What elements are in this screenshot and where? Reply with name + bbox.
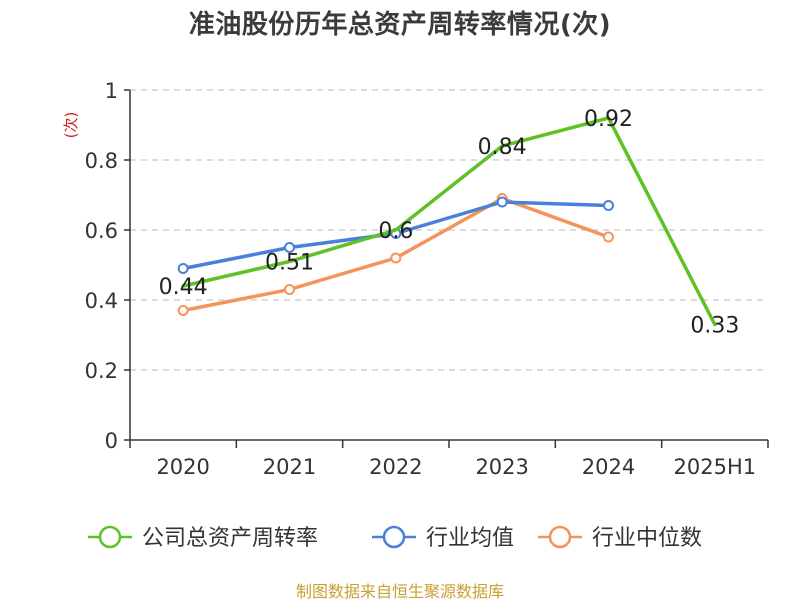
data-label: 0.44 bbox=[159, 275, 208, 300]
series-point bbox=[496, 196, 508, 208]
series-lines bbox=[177, 116, 717, 327]
x-tick-label: 2021 bbox=[263, 455, 316, 479]
y-axis-label: (次) bbox=[62, 112, 80, 139]
data-label: 0.84 bbox=[478, 135, 527, 160]
data-label: 0.92 bbox=[584, 107, 633, 132]
legend-label: 行业均值 bbox=[426, 526, 514, 551]
x-tick-label: 2025H1 bbox=[674, 455, 757, 479]
legend-item: 公司总资产周转率 bbox=[88, 525, 318, 551]
legend-marker bbox=[382, 525, 406, 549]
x-tick-label: 2024 bbox=[582, 455, 635, 479]
legend-label: 行业中位数 bbox=[592, 526, 702, 551]
axes: 0 0.2 0.4 0.6 0.8 1 2020 2021 2022 2023 2024 2025H1… bbox=[62, 79, 769, 479]
source-note: 制图数据来自恒生聚源数据库 bbox=[295, 582, 504, 601]
series-point bbox=[177, 305, 189, 316]
legend-item: 行业中位数 bbox=[538, 525, 702, 551]
y-tick-label: 0.6 bbox=[85, 219, 118, 243]
series-point bbox=[284, 284, 295, 295]
x-tick-label: 2023 bbox=[475, 455, 528, 479]
data-label: 0.33 bbox=[690, 314, 739, 339]
y-tick-label: 0.8 bbox=[85, 149, 118, 173]
y-tick-label: 0.4 bbox=[85, 289, 118, 313]
x-tick-label: 2022 bbox=[369, 455, 422, 479]
chart-title: 准油股份历年总资产周转率情况(次) bbox=[188, 10, 612, 40]
series-point bbox=[390, 252, 402, 264]
data-labels: 0.44 0.51 0.6 0.84 0.92 0.33 bbox=[159, 107, 740, 339]
series-point bbox=[284, 242, 295, 253]
y-tick-label: 0 bbox=[105, 429, 118, 453]
series-point bbox=[603, 200, 614, 211]
legend-label: 公司总资产周转率 bbox=[142, 526, 318, 551]
legend: 公司总资产周转率 行业均值 行业中位数 bbox=[88, 525, 702, 551]
series-line bbox=[181, 116, 717, 327]
y-tick-label: 1 bbox=[105, 79, 118, 103]
legend-marker bbox=[548, 525, 572, 549]
data-label: 0.51 bbox=[265, 251, 314, 276]
legend-marker bbox=[98, 525, 122, 549]
data-label: 0.6 bbox=[378, 219, 413, 244]
series-point bbox=[177, 263, 189, 274]
series-point bbox=[603, 231, 614, 243]
y-tick-label: 0.2 bbox=[85, 359, 118, 383]
legend-item: 行业均值 bbox=[372, 525, 514, 551]
x-tick-label: 2020 bbox=[156, 455, 209, 479]
